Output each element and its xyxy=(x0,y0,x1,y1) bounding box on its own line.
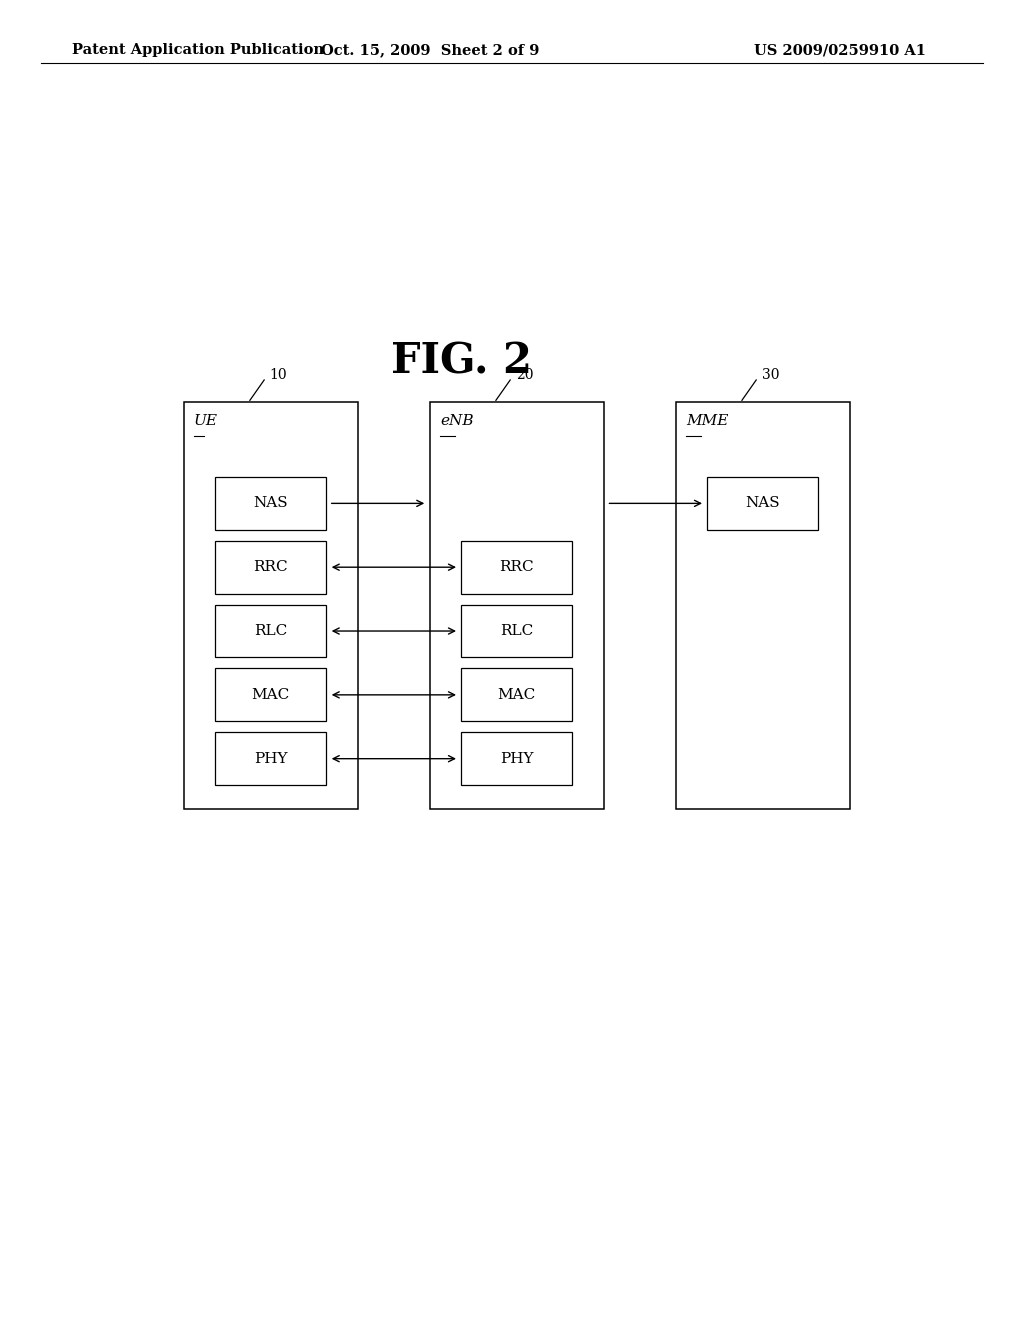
Text: UE: UE xyxy=(194,413,218,428)
Text: PHY: PHY xyxy=(254,751,288,766)
Bar xyxy=(461,733,572,785)
Bar xyxy=(461,605,572,657)
Bar xyxy=(215,733,327,785)
Text: RLC: RLC xyxy=(254,624,288,638)
Text: Oct. 15, 2009  Sheet 2 of 9: Oct. 15, 2009 Sheet 2 of 9 xyxy=(321,44,540,57)
Bar xyxy=(461,668,572,721)
Text: eNB: eNB xyxy=(440,413,473,428)
Text: PHY: PHY xyxy=(500,751,534,766)
Text: US 2009/0259910 A1: US 2009/0259910 A1 xyxy=(754,44,926,57)
Bar xyxy=(215,605,327,657)
Text: FIG. 2: FIG. 2 xyxy=(391,341,531,383)
Text: MAC: MAC xyxy=(498,688,536,702)
Bar xyxy=(676,403,850,809)
Text: RRC: RRC xyxy=(254,560,288,574)
Text: RRC: RRC xyxy=(500,560,535,574)
Bar xyxy=(430,403,604,809)
Bar xyxy=(183,403,358,809)
Bar xyxy=(215,668,327,721)
Bar xyxy=(215,477,327,529)
Bar xyxy=(461,541,572,594)
Bar xyxy=(708,477,818,529)
Text: Patent Application Publication: Patent Application Publication xyxy=(72,44,324,57)
Text: 10: 10 xyxy=(269,368,288,381)
Text: 20: 20 xyxy=(516,368,534,381)
Text: MAC: MAC xyxy=(252,688,290,702)
Text: RLC: RLC xyxy=(501,624,534,638)
Text: NAS: NAS xyxy=(254,496,288,511)
Text: NAS: NAS xyxy=(745,496,780,511)
Text: 30: 30 xyxy=(762,368,779,381)
Text: MME: MME xyxy=(686,413,728,428)
Bar xyxy=(215,541,327,594)
